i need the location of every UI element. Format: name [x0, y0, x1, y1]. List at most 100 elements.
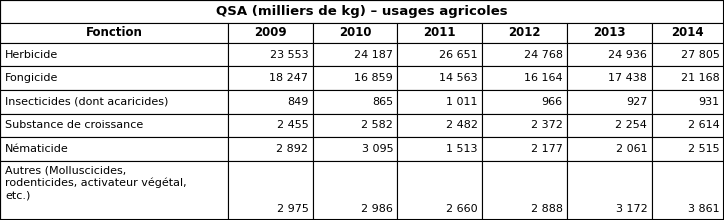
Text: QSA (milliers de kg) – usages agricoles: QSA (milliers de kg) – usages agricoles: [216, 5, 508, 18]
Text: 26 651: 26 651: [439, 50, 478, 60]
Bar: [313, 23, 397, 43]
Bar: [652, 66, 724, 90]
Text: 1 513: 1 513: [446, 144, 478, 154]
Bar: [397, 114, 482, 137]
Text: 2 892: 2 892: [277, 144, 308, 154]
Bar: [0, 23, 228, 43]
Bar: [652, 43, 724, 66]
Bar: [228, 66, 313, 90]
Text: 16 859: 16 859: [354, 73, 393, 83]
Text: 931: 931: [699, 97, 720, 107]
Bar: [567, 114, 652, 137]
Text: 2 888: 2 888: [531, 205, 563, 214]
Text: 24 187: 24 187: [354, 50, 393, 60]
Text: 2 582: 2 582: [361, 121, 393, 130]
Bar: [313, 114, 397, 137]
Text: 17 438: 17 438: [608, 73, 647, 83]
Bar: [397, 43, 482, 66]
Text: 927: 927: [626, 97, 647, 107]
Bar: [397, 66, 482, 90]
Text: 2013: 2013: [593, 26, 626, 39]
Text: 2012: 2012: [508, 26, 541, 39]
Bar: [652, 90, 724, 114]
Text: 1 011: 1 011: [446, 97, 478, 107]
Bar: [0, 43, 228, 66]
Bar: [313, 66, 397, 90]
Text: 2 482: 2 482: [446, 121, 478, 130]
Bar: [482, 137, 567, 161]
Bar: [0, 137, 228, 161]
Text: 3 172: 3 172: [615, 205, 647, 214]
Bar: [0, 0, 724, 23]
Text: 2 455: 2 455: [277, 121, 308, 130]
Bar: [567, 23, 652, 43]
Bar: [482, 23, 567, 43]
Bar: [313, 90, 397, 114]
Text: Fonction: Fonction: [85, 26, 143, 39]
Text: Fongicide: Fongicide: [5, 73, 59, 83]
Bar: [0, 66, 228, 90]
Bar: [482, 43, 567, 66]
Bar: [228, 90, 313, 114]
Bar: [397, 23, 482, 43]
Text: 23 553: 23 553: [270, 50, 308, 60]
Text: Substance de croissance: Substance de croissance: [5, 121, 143, 130]
Bar: [313, 137, 397, 161]
Text: 2 986: 2 986: [361, 205, 393, 214]
Text: Nématicide: Nématicide: [5, 144, 69, 154]
Bar: [567, 43, 652, 66]
Text: 2010: 2010: [339, 26, 371, 39]
Text: 21 168: 21 168: [681, 73, 720, 83]
Text: 2011: 2011: [424, 26, 456, 39]
Text: 2 372: 2 372: [531, 121, 563, 130]
Bar: [0, 90, 228, 114]
Bar: [397, 90, 482, 114]
Text: Herbicide: Herbicide: [5, 50, 59, 60]
Bar: [228, 43, 313, 66]
Bar: [567, 66, 652, 90]
Bar: [652, 161, 724, 220]
Bar: [567, 161, 652, 220]
Bar: [313, 43, 397, 66]
Bar: [567, 137, 652, 161]
Text: 2 975: 2 975: [277, 205, 308, 214]
Text: 2 061: 2 061: [615, 144, 647, 154]
Bar: [567, 90, 652, 114]
Text: 2 254: 2 254: [615, 121, 647, 130]
Bar: [228, 137, 313, 161]
Bar: [397, 137, 482, 161]
Bar: [228, 23, 313, 43]
Text: 2 614: 2 614: [688, 121, 720, 130]
Bar: [482, 90, 567, 114]
Bar: [482, 114, 567, 137]
Text: 24 936: 24 936: [608, 50, 647, 60]
Text: 2 515: 2 515: [688, 144, 720, 154]
Bar: [652, 23, 724, 43]
Bar: [397, 161, 482, 220]
Text: 27 805: 27 805: [681, 50, 720, 60]
Bar: [0, 114, 228, 137]
Text: 16 164: 16 164: [524, 73, 563, 83]
Text: 2 660: 2 660: [446, 205, 478, 214]
Bar: [482, 66, 567, 90]
Bar: [228, 161, 313, 220]
Bar: [482, 161, 567, 220]
Text: 865: 865: [372, 97, 393, 107]
Text: 966: 966: [542, 97, 563, 107]
Text: Insecticides (dont acaricides): Insecticides (dont acaricides): [5, 97, 169, 107]
Text: Autres (Molluscicides,
rodenticides, activateur végétal,
etc.): Autres (Molluscicides, rodenticides, act…: [5, 165, 187, 201]
Text: 3 861: 3 861: [688, 205, 720, 214]
Text: 18 247: 18 247: [269, 73, 308, 83]
Text: 24 768: 24 768: [523, 50, 563, 60]
Bar: [313, 161, 397, 220]
Text: 849: 849: [287, 97, 308, 107]
Text: 14 563: 14 563: [439, 73, 478, 83]
Text: 2009: 2009: [254, 26, 287, 39]
Text: 2 177: 2 177: [531, 144, 563, 154]
Bar: [228, 114, 313, 137]
Bar: [652, 137, 724, 161]
Bar: [0, 161, 228, 220]
Bar: [652, 114, 724, 137]
Text: 2014: 2014: [671, 26, 704, 39]
Text: 3 095: 3 095: [361, 144, 393, 154]
